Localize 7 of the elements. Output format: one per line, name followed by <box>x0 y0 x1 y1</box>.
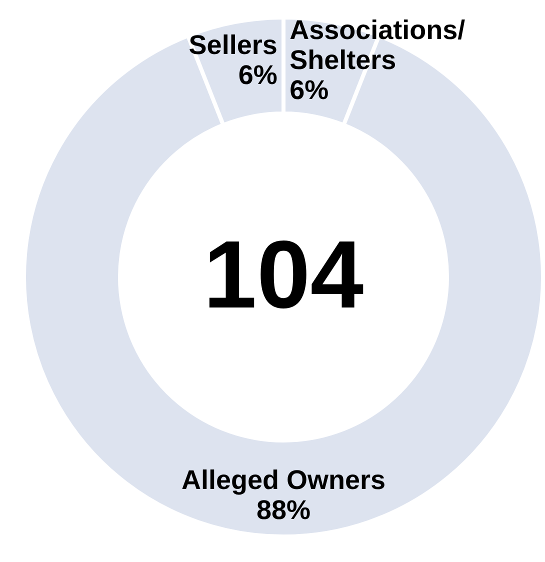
data-label: 88% <box>256 494 311 525</box>
data-label: 6% <box>290 74 329 105</box>
data-label: 6% <box>238 60 278 90</box>
slice-label: Sellers <box>188 30 278 60</box>
slice-label: Associations/Shelters <box>290 14 466 75</box>
text: 104 <box>203 221 364 328</box>
slice-label: Alleged Owners <box>181 464 386 495</box>
